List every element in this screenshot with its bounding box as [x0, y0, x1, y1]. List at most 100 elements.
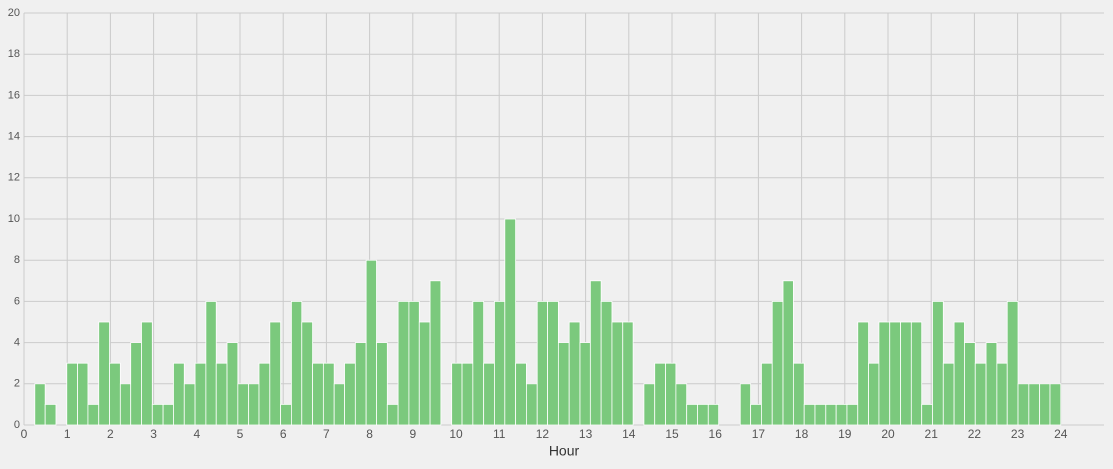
- x-tick-label: 13: [579, 427, 593, 441]
- bar: [643, 383, 656, 426]
- y-tick-label: 4: [14, 337, 20, 349]
- bar: [237, 383, 250, 426]
- bar: [418, 321, 431, 426]
- y-tick-label: 6: [14, 295, 20, 307]
- bar: [654, 362, 666, 426]
- bar: [301, 321, 313, 426]
- y-tick-label: 8: [14, 254, 20, 266]
- bar: [547, 300, 559, 426]
- bar: [985, 342, 998, 426]
- bar: [889, 321, 901, 426]
- bar: [857, 321, 869, 426]
- x-tick-label: 23: [1011, 427, 1025, 441]
- bar: [44, 403, 57, 426]
- bar: [77, 362, 89, 426]
- x-tick-label: 15: [665, 427, 679, 441]
- bar: [953, 321, 965, 426]
- bar: [589, 280, 602, 426]
- bar: [130, 342, 142, 426]
- bar: [611, 321, 624, 426]
- bar: [451, 362, 463, 426]
- bar: [483, 362, 495, 426]
- bar: [429, 280, 442, 426]
- bar: [408, 300, 420, 426]
- bar: [205, 300, 217, 426]
- bar: [665, 362, 677, 426]
- bar: [974, 362, 987, 426]
- bar: [814, 403, 827, 426]
- bar: [622, 321, 634, 426]
- bar: [226, 342, 239, 426]
- bar: [825, 403, 837, 426]
- bar: [472, 300, 485, 426]
- bar: [173, 362, 185, 426]
- bar: [162, 403, 174, 426]
- y-tick-label: 20: [8, 7, 20, 19]
- x-tick-label: 17: [752, 427, 766, 441]
- bar: [386, 403, 399, 426]
- x-tick-label: 12: [536, 427, 550, 441]
- x-tick-label: 11: [493, 427, 506, 441]
- bar: [515, 362, 527, 426]
- x-tick-label: 6: [280, 427, 287, 441]
- bar: [782, 280, 794, 426]
- x-tick-label: 4: [193, 427, 200, 441]
- x-tick-label: 10: [449, 427, 463, 441]
- bar: [109, 362, 121, 426]
- bar: [258, 362, 271, 426]
- x-tick-label: 8: [366, 427, 373, 441]
- x-tick-label: 0: [21, 427, 28, 441]
- bar: [942, 362, 955, 426]
- bar: [868, 362, 880, 426]
- x-tick-label: 3: [150, 427, 157, 441]
- bar: [964, 342, 976, 426]
- bar: [996, 362, 1008, 426]
- bar: [34, 383, 46, 426]
- bar: [215, 362, 228, 426]
- bar: [846, 403, 859, 426]
- bar: [921, 403, 933, 426]
- bar: [835, 403, 848, 426]
- bar: [141, 321, 153, 426]
- bar: [333, 383, 345, 426]
- bar: [312, 362, 324, 426]
- bar: [771, 300, 784, 426]
- bar: [761, 362, 773, 426]
- bar: [536, 300, 548, 426]
- x-tick-label: 21: [925, 427, 939, 441]
- bar: [1017, 383, 1030, 426]
- bar: [494, 300, 506, 426]
- y-tick-label: 16: [8, 89, 20, 101]
- bar: [194, 362, 207, 426]
- bar: [878, 321, 891, 426]
- bar: [87, 403, 100, 426]
- bar: [686, 403, 698, 426]
- x-tick-label: 7: [323, 427, 330, 441]
- x-tick-label: 19: [838, 427, 852, 441]
- bar: [291, 300, 303, 426]
- x-tick-label: 20: [881, 427, 895, 441]
- bar: [354, 342, 367, 426]
- bar: [461, 362, 474, 426]
- x-tick-label: 22: [968, 427, 982, 441]
- bar: [248, 383, 260, 426]
- bar: [900, 321, 912, 426]
- bar: [675, 383, 688, 426]
- x-tick-label: 1: [64, 427, 71, 441]
- x-tick-label: 24: [1054, 427, 1068, 441]
- x-axis-label: Hour: [549, 443, 580, 459]
- x-tick-label: 16: [709, 427, 723, 441]
- bar: [750, 403, 762, 426]
- bar: [269, 321, 282, 426]
- bar: [376, 342, 388, 426]
- bar: [579, 342, 591, 426]
- bar: [397, 300, 410, 426]
- bar: [932, 300, 944, 426]
- y-tick-label: 10: [8, 213, 20, 225]
- x-tick-label: 9: [409, 427, 416, 441]
- bar: [119, 383, 132, 426]
- bar: [568, 321, 581, 426]
- bar: [910, 321, 923, 426]
- bar: [183, 383, 196, 426]
- x-tick-label: 2: [107, 427, 114, 441]
